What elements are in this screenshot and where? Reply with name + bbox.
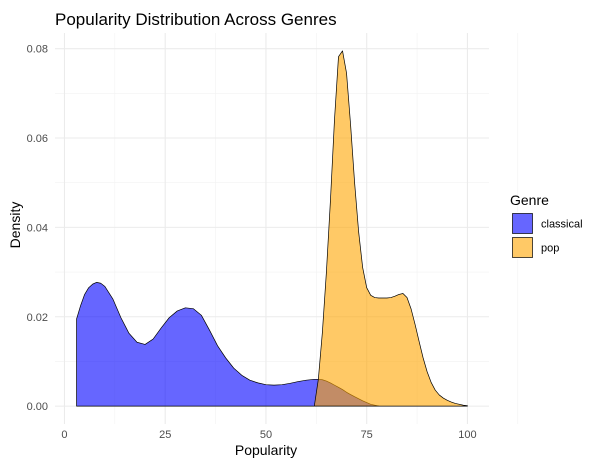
- x-axis-tick-labels: 0 25 50 75 100: [61, 429, 476, 441]
- density-series-layer: [76, 50, 468, 407]
- y-tick-label: 0.00: [27, 401, 48, 413]
- density-area-pop: [313, 50, 468, 407]
- y-axis-title: Density: [7, 202, 23, 249]
- y-tick-label: 0.08: [27, 44, 48, 56]
- x-axis-title: Popularity: [235, 442, 297, 458]
- x-tick-label: 0: [61, 429, 67, 441]
- legend-label-classical: classical: [541, 219, 583, 231]
- x-tick-label: 75: [361, 429, 373, 441]
- legend-swatch-classical: [512, 213, 533, 234]
- y-tick-label: 0.04: [27, 222, 48, 234]
- legend-label-pop: pop: [541, 243, 559, 255]
- legend: Genre classical pop: [510, 192, 583, 259]
- legend-items: classical pop: [511, 212, 583, 259]
- x-tick-label: 50: [260, 429, 272, 441]
- x-tick-label: 25: [159, 429, 171, 441]
- x-tick-label: 100: [458, 429, 476, 441]
- legend-swatch-pop: [512, 237, 533, 258]
- chart-title: Popularity Distribution Across Genres: [55, 10, 337, 29]
- y-tick-label: 0.02: [27, 312, 48, 324]
- legend-title: Genre: [510, 192, 549, 208]
- y-axis-tick-labels: 0.00 0.02 0.04 0.06 0.08: [27, 44, 48, 413]
- y-tick-label: 0.06: [27, 133, 48, 145]
